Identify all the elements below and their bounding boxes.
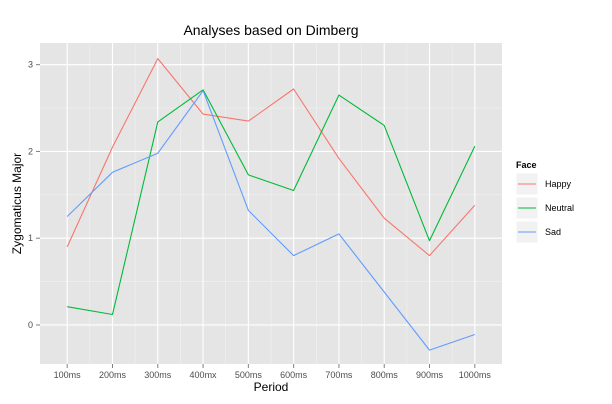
series-line-sad [66,90,475,351]
legend-label: Happy [545,179,572,189]
series-lines [66,58,476,351]
x-tick-label: 900ms [416,370,444,380]
x-tick-label: 700ms [325,370,353,380]
x-tick-label: 200ms [99,370,127,380]
y-tick-label: 3 [28,60,33,70]
legend: Face Happy Neutral Sad [515,160,574,244]
y-tick-label: 0 [28,320,33,330]
legend-item-neutral: Neutral [515,196,574,220]
y-axis: 0 1 2 3 [28,60,40,330]
y-tick-label: 1 [28,233,33,243]
minor-gridlines [40,43,502,364]
legend-item-happy: Happy [515,172,572,196]
legend-label: Sad [545,227,561,237]
y-axis-title: Zygomaticus Major [10,153,24,254]
series-line-happy [66,58,476,257]
legend-title: Face [516,160,537,170]
major-gridlines [40,43,502,364]
x-tick-label: 800ms [371,370,399,380]
legend-item-sad: Sad [515,220,561,244]
legend-label: Neutral [545,203,574,213]
x-axis-title: Period [254,380,289,394]
x-tick-label: 600ms [280,370,308,380]
x-axis: 100ms 200ms 300ms 400mx 500ms 600ms 700ms 800ms… [54,364,492,380]
x-tick-label: 100ms [54,370,82,380]
y-tick-label: 2 [28,146,33,156]
x-tick-label: 300ms [144,370,172,380]
x-tick-label: 400mx [190,370,218,380]
series-line-neutral [67,89,476,316]
x-tick-label: 500ms [235,370,263,380]
chart-title: Analyses based on Dimberg [183,22,358,38]
x-tick-label: 1000ms [459,370,492,380]
